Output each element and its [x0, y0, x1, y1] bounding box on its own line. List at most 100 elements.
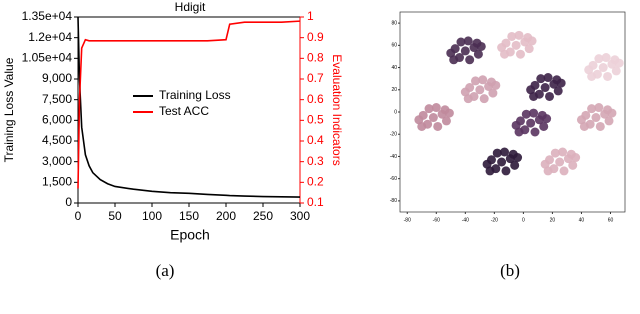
- scatter-point: [500, 49, 510, 59]
- x-tick-label: 100: [142, 209, 162, 223]
- scatter-point: [444, 108, 454, 118]
- x-tick-label: 50: [108, 209, 122, 223]
- x-tick-label: 40: [579, 217, 585, 223]
- y-tick-label: 80: [391, 20, 397, 26]
- y-axis-label: Training Loss Value: [2, 57, 16, 162]
- scatter-point: [456, 37, 466, 47]
- x-tick-label: 0: [75, 209, 82, 223]
- y2-tick-label: 0.6: [307, 92, 324, 106]
- scatter-point: [595, 121, 605, 131]
- scatter-point: [555, 157, 565, 167]
- scatter-point: [485, 166, 495, 176]
- y2-tick-label: 0.4: [307, 133, 324, 147]
- scatter-point: [514, 30, 524, 40]
- scatter-point: [530, 127, 540, 137]
- scatter-point: [460, 46, 470, 56]
- y-tick-label: -80: [390, 198, 397, 204]
- scatter-point: [579, 121, 589, 131]
- panel-label: (a): [156, 261, 175, 280]
- y-tick-label: 1.05e+04: [22, 51, 73, 65]
- y2-tick-label: 0.9: [307, 30, 324, 44]
- y-tick-label: 60: [391, 43, 397, 49]
- y-tick-label: 1,500: [42, 175, 72, 189]
- x-tick-label: 20: [550, 217, 556, 223]
- scatter-point: [476, 41, 486, 51]
- scatter-point: [465, 55, 475, 65]
- y-tick-label: -40: [390, 154, 397, 160]
- y2-tick-label: 0.3: [307, 154, 324, 168]
- scatter-point: [526, 118, 536, 128]
- scatter-point: [492, 148, 502, 158]
- scatter-point: [511, 40, 521, 50]
- x-tick-label: 150: [179, 209, 199, 223]
- scatter-point: [601, 53, 611, 63]
- scatter-point: [514, 127, 524, 137]
- scatter-point: [497, 157, 507, 167]
- scatter-point: [587, 104, 597, 114]
- y-tick-label: 9,000: [42, 71, 72, 85]
- y2-tick-label: 1: [307, 9, 314, 23]
- scatter-point: [500, 147, 510, 157]
- scatter-point: [488, 88, 498, 98]
- scatter-point: [594, 103, 604, 113]
- scatter-point: [470, 76, 480, 86]
- y2-tick-label: 0.1: [307, 195, 324, 209]
- scatter-point: [441, 116, 451, 126]
- scatter-point: [463, 36, 473, 46]
- series-line: [77, 20, 301, 189]
- y-tick-label: 6,000: [42, 113, 72, 127]
- scatter-point: [475, 85, 485, 95]
- scatter-point: [463, 94, 473, 104]
- scatter-point: [424, 104, 434, 114]
- scatter-point: [543, 166, 553, 176]
- scatter-point: [515, 49, 525, 59]
- y-tick-label: 7,500: [42, 92, 72, 106]
- scatter-point: [507, 31, 517, 41]
- scatter-point: [540, 83, 550, 93]
- scatter-point: [478, 75, 488, 85]
- scatter-point: [603, 71, 613, 81]
- scatter-point: [591, 113, 601, 123]
- scatter-point: [433, 121, 443, 131]
- scatter-point: [536, 74, 546, 84]
- scatter-point: [543, 73, 553, 83]
- y-tick-label: 40: [391, 65, 397, 71]
- scatter-point: [529, 108, 539, 118]
- chart-title: Hdigit: [175, 0, 206, 14]
- scatter-point: [598, 63, 608, 73]
- scatter-point: [558, 147, 568, 157]
- scatter-point: [527, 36, 537, 46]
- scatter-point: [550, 148, 560, 158]
- scatter-point: [521, 109, 531, 119]
- x-tick-label: 300: [290, 209, 310, 223]
- legend-label: Test ACC: [159, 104, 209, 118]
- x-tick-label: -40: [462, 217, 469, 223]
- x-axis-label: Epoch: [170, 227, 210, 243]
- scatter-point: [473, 49, 483, 59]
- y-tick-label: 4,500: [42, 133, 72, 147]
- x-tick-label: 200: [216, 209, 236, 223]
- scatter-point: [545, 91, 555, 101]
- scatter-point: [510, 160, 520, 170]
- scatter-point: [587, 71, 597, 81]
- scatter-point: [594, 54, 604, 64]
- scatter-point: [614, 58, 624, 68]
- scatter-point: [539, 121, 549, 131]
- x-tick-label: -20: [491, 217, 498, 223]
- x-tick-label: 250: [253, 209, 273, 223]
- y2-axis-label: Evaluation Indicators: [330, 54, 344, 165]
- scatter-point: [513, 153, 523, 163]
- y2-tick-label: 0.7: [307, 71, 324, 85]
- x-tick-label: -60: [433, 217, 440, 223]
- x-tick-label: 0: [522, 217, 525, 223]
- scatter-point: [568, 160, 578, 170]
- y-tick-label: 0: [394, 109, 397, 115]
- scatter-point: [529, 91, 539, 101]
- y-tick-label: 0: [65, 195, 72, 209]
- scatter-point: [431, 103, 441, 113]
- y2-tick-label: 0.5: [307, 113, 324, 127]
- series-line: [77, 16, 301, 198]
- scatter-point: [524, 44, 534, 54]
- y-tick-label: 3,000: [42, 154, 72, 168]
